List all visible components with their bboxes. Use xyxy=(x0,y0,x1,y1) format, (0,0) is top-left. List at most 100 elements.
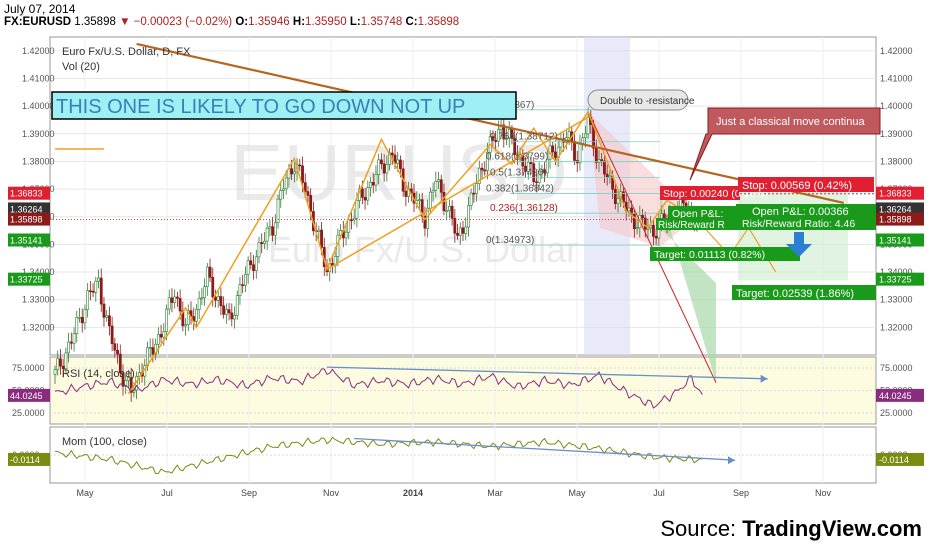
candle-body xyxy=(320,229,323,248)
candle-body xyxy=(608,175,612,178)
candle-body xyxy=(513,138,517,156)
resistance-bubble-text: Double to -resistance xyxy=(600,96,695,107)
candle-body xyxy=(99,277,103,305)
candle-body xyxy=(246,260,250,275)
price-tick-right: 1.42000 xyxy=(880,46,913,56)
resistance-bubble[interactable] xyxy=(587,89,689,111)
rsi-arrow-icon xyxy=(760,374,768,383)
candle-body xyxy=(260,242,264,244)
rr-label-big[interactable] xyxy=(738,217,876,230)
candle-body xyxy=(290,168,294,175)
candle-body xyxy=(268,226,272,229)
trend-line xyxy=(136,42,845,204)
candle-body xyxy=(195,309,198,322)
candle-body xyxy=(86,290,90,310)
candle-body xyxy=(301,165,304,183)
candle-body xyxy=(543,169,547,174)
price-tick-left: 1.33000 xyxy=(22,295,55,305)
price-tick-right: 1.34000 xyxy=(880,267,913,277)
close-value: 1.35898 xyxy=(417,16,460,28)
candle-body xyxy=(159,334,163,338)
candle-body xyxy=(94,280,98,293)
rr-text-big: Risk/Reward Ratio: 4.46 xyxy=(742,218,855,230)
candle-body xyxy=(59,358,62,367)
rr-label-small[interactable] xyxy=(656,218,738,230)
candle-body xyxy=(434,181,438,191)
price-tag-right-label: 1.36833 xyxy=(879,189,912,199)
candle-body xyxy=(91,290,95,293)
candle-body xyxy=(578,143,582,164)
candle-body xyxy=(211,277,215,298)
headline-box[interactable] xyxy=(51,91,517,120)
candle-body xyxy=(475,183,479,194)
candle-body xyxy=(214,296,217,301)
candle-body xyxy=(502,124,506,140)
candle-body xyxy=(233,315,236,320)
candle-body xyxy=(483,169,487,172)
candle-body xyxy=(257,242,261,258)
pnl-label-big[interactable] xyxy=(736,204,876,218)
mom-line xyxy=(54,436,703,475)
candle-body xyxy=(184,324,187,327)
price-tick-right: 1.39000 xyxy=(880,129,913,139)
price-tag-left-label: 1.35141 xyxy=(10,235,43,245)
open-label: O: xyxy=(235,16,249,28)
rsi-last-tag-right xyxy=(876,388,924,402)
candle-body xyxy=(545,158,549,174)
open-value: 1.35946 xyxy=(248,16,290,28)
candle-body xyxy=(271,226,275,236)
candle-body xyxy=(83,309,87,324)
candle-body xyxy=(616,198,620,205)
callout-box[interactable] xyxy=(689,107,881,181)
candle-body xyxy=(526,161,530,172)
candle-body xyxy=(200,297,204,300)
candle-body xyxy=(379,159,383,165)
candle-body xyxy=(292,171,296,175)
rsi-tick-right: 75.0000 xyxy=(880,363,913,373)
target-label-big[interactable] xyxy=(732,285,876,300)
candle-body xyxy=(216,296,220,301)
candle-body xyxy=(170,297,174,303)
fib-label: 0.618(1.3799) xyxy=(486,152,548,163)
candle-body xyxy=(467,205,470,228)
rsi-line xyxy=(54,368,703,409)
rsi-last-label-left: 44.0245 xyxy=(10,391,43,401)
candle-body xyxy=(431,190,435,193)
price-tick-left: 1.39000 xyxy=(22,129,55,139)
price-tag-left xyxy=(8,186,50,200)
symbol[interactable]: FX:EURUSD xyxy=(4,16,72,28)
mom-trend-line xyxy=(354,437,736,461)
candle-body xyxy=(583,133,587,139)
target-label-small[interactable] xyxy=(650,247,800,261)
candle-body xyxy=(404,190,408,197)
pnl-label-small[interactable] xyxy=(668,206,738,220)
time-tick: Nov xyxy=(815,488,832,498)
high-label: H: xyxy=(292,16,306,28)
candle-body xyxy=(630,207,634,215)
candle-body xyxy=(69,341,73,344)
candle-body xyxy=(385,164,389,174)
rsi-tick-right: 25.0000 xyxy=(880,408,913,418)
candle-body xyxy=(641,214,644,219)
mom-title: Mom (100, close) xyxy=(62,436,147,448)
candle-body xyxy=(469,192,473,206)
fib-label: 0.764(1.38712) xyxy=(490,132,558,143)
candle-body xyxy=(317,229,321,233)
candle-body xyxy=(581,137,585,144)
price-tick-right: 1.38000 xyxy=(880,156,913,166)
close-label: C: xyxy=(405,16,418,28)
target-text-small: Target: 0.01113 (0.82%) xyxy=(654,249,765,261)
candle-body xyxy=(205,266,209,287)
stop-label-small[interactable] xyxy=(660,186,740,200)
source-credit: Source: TradingView.com xyxy=(660,516,922,541)
candle-body xyxy=(273,222,277,236)
candle-body xyxy=(156,334,160,345)
candle-body xyxy=(176,296,179,299)
candle-body xyxy=(507,128,511,139)
main-title: Euro Fx/U.S. Dollar, D, FX xyxy=(62,46,191,58)
stop-label-big[interactable] xyxy=(738,177,874,192)
candle-body xyxy=(603,160,606,175)
candle-body xyxy=(64,352,68,369)
candle-body xyxy=(67,341,71,354)
